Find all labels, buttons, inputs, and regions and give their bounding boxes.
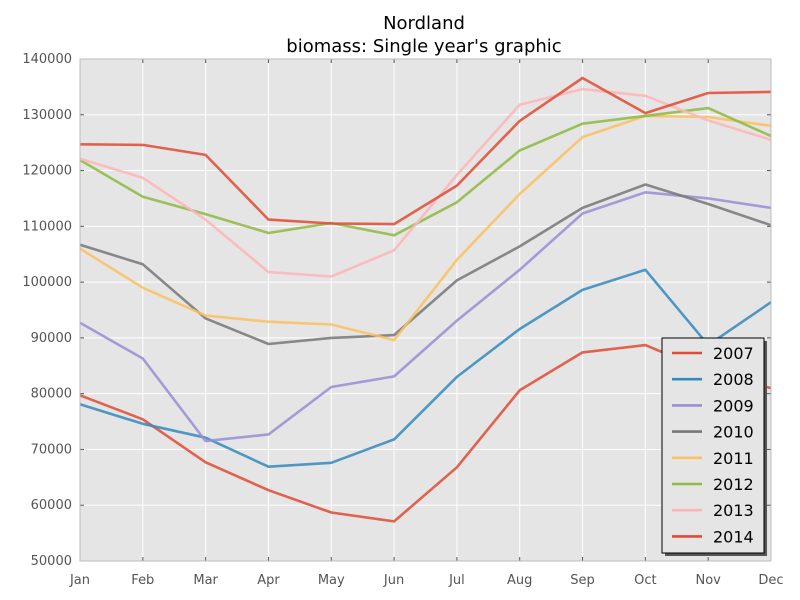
legend-label: 2014 — [713, 527, 754, 546]
series-line-2008 — [79, 268, 772, 469]
x-tick-label: Feb — [131, 573, 154, 588]
legend-label: 2011 — [713, 449, 754, 468]
series-line-2013 — [79, 87, 772, 278]
legend-label: 2008 — [713, 370, 754, 389]
chart-subtitle: biomass: Single year's graphic — [286, 36, 561, 57]
x-tick-label: Jun — [383, 573, 404, 588]
x-tick-label: Apr — [257, 573, 280, 588]
series-line-2007 — [79, 343, 772, 523]
legend: 2007 2008 2009 2010 2011 2012 2013 2014 — [661, 337, 767, 556]
series-line-2011 — [79, 114, 772, 342]
x-tick-label: Oct — [634, 573, 656, 588]
series-lines — [79, 76, 772, 523]
y-tick-label: 70000 — [31, 442, 72, 457]
legend-label: 2009 — [713, 396, 754, 415]
x-axis: Jan Feb Mar Apr May Jun Jul Aug Sep Oct Nov Dec — [69, 59, 784, 588]
legend-box — [661, 337, 765, 554]
x-tick-label: Mar — [193, 573, 218, 588]
y-tick-label: 60000 — [31, 498, 72, 513]
y-tick-label: 120000 — [22, 164, 72, 179]
x-tick-label: Sep — [570, 573, 595, 588]
y-tick-label: 80000 — [31, 387, 72, 402]
legend-label: 2012 — [713, 475, 754, 494]
y-tick-label: 100000 — [22, 275, 72, 290]
y-tick-label: 90000 — [31, 331, 72, 346]
y-tick-label: 50000 — [31, 554, 72, 569]
series-line-2010 — [79, 183, 772, 346]
x-tick-label: Jan — [69, 573, 90, 588]
series-line-2014 — [79, 76, 772, 226]
legend-label: 2007 — [713, 344, 754, 363]
x-tick-label: Jul — [448, 573, 465, 588]
y-axis: 50000 60000 70000 80000 90000 100000 110000 120… — [22, 52, 771, 569]
legend-label: 2010 — [713, 423, 754, 442]
legend-label: 2013 — [713, 501, 754, 520]
x-tick-label: Aug — [507, 573, 532, 588]
x-tick-label: Nov — [695, 573, 721, 588]
y-tick-label: 140000 — [22, 52, 72, 67]
y-tick-label: 130000 — [22, 108, 72, 123]
series-line-2009 — [79, 191, 772, 443]
y-tick-label: 110000 — [22, 219, 72, 234]
x-tick-label: Dec — [758, 573, 783, 588]
x-tick-label: May — [318, 573, 345, 588]
plot-frame — [79, 58, 772, 562]
chart-title: Nordland — [383, 13, 465, 34]
